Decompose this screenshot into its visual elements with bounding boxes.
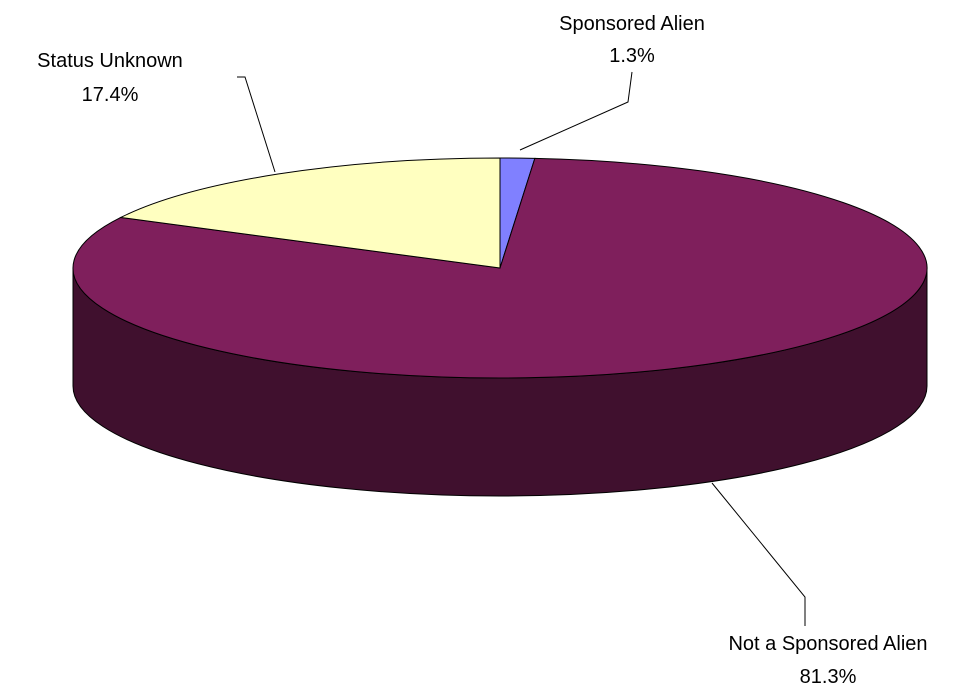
label-status-unknown: Status Unknown — [37, 50, 183, 72]
slices-layer — [72, 157, 928, 497]
slice-status-unknown — [119, 157, 501, 269]
value-not-sponsored-alien: 81.3% — [800, 666, 857, 688]
label-not-sponsored-alien: Not a Sponsored Alien — [728, 633, 927, 655]
label-sponsored-alien: Sponsored Alien — [559, 13, 705, 35]
leader-status-unknown — [237, 76, 276, 173]
value-sponsored-alien: 1.3% — [609, 45, 655, 67]
leader-lines — [237, 71, 806, 626]
value-status-unknown: 17.4% — [82, 84, 139, 106]
leader-not-sponsored-alien — [711, 482, 806, 626]
leader-sponsored-alien — [519, 71, 633, 151]
